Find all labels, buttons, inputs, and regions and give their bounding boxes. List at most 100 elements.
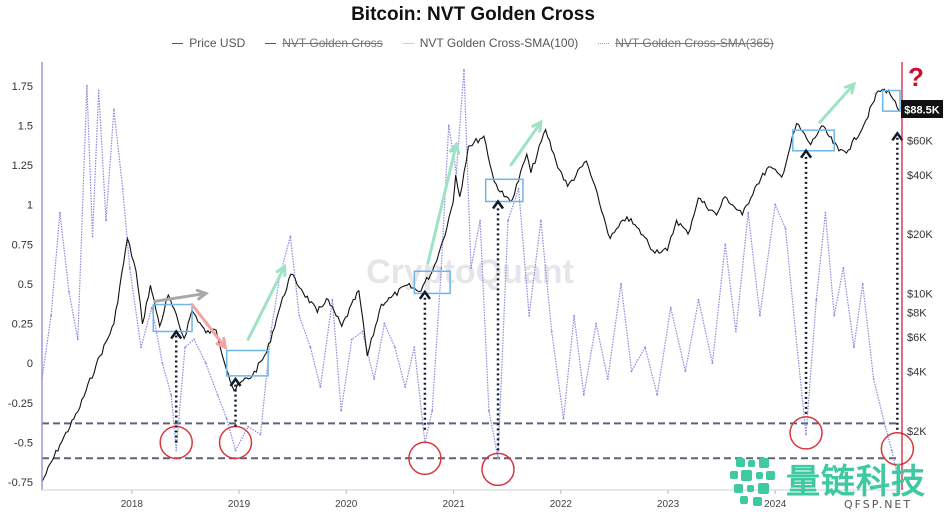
right-tick-label: $60K	[907, 135, 933, 147]
nvt-point	[59, 211, 61, 214]
highlight-box	[225, 349, 269, 377]
green-trend-arrow-head	[275, 263, 287, 277]
nvt-point	[479, 219, 482, 222]
right-tick-label: $20K	[907, 229, 933, 241]
nvt-point	[488, 409, 490, 412]
nvt-point	[517, 187, 520, 190]
legend-item-price[interactable]: Price USD	[172, 36, 245, 50]
nvt-point	[175, 449, 178, 452]
nvt-point	[747, 211, 750, 214]
left-tick-label: 0	[27, 358, 33, 370]
left-tick-label: -0.5	[14, 437, 33, 449]
nvt-point	[669, 306, 672, 309]
nvt-point	[105, 219, 107, 222]
nvt-point	[447, 124, 450, 127]
nvt-point	[404, 386, 407, 388]
x-tick-label: 2023	[657, 499, 680, 510]
nvt-point	[861, 283, 864, 285]
bottom-circle-marker	[880, 432, 915, 466]
green-trend-arrow	[246, 264, 287, 341]
nvt-point	[620, 283, 622, 285]
highlight-box	[152, 303, 193, 333]
chart-title: Bitcoin: NVT Golden Cross	[351, 4, 595, 25]
nvt-point	[794, 330, 797, 333]
grey-trend-arrow	[153, 291, 208, 303]
nvt-point	[734, 330, 737, 333]
nvt-point	[440, 267, 443, 269]
nvt-point	[298, 314, 301, 317]
up-arrow-head	[891, 131, 904, 142]
watermark: CryptoQuant	[366, 253, 574, 291]
nvt-point	[833, 314, 836, 317]
nvt-point	[91, 235, 94, 238]
left-tick-label: 1	[27, 200, 33, 212]
nvt-point	[852, 346, 855, 349]
x-tick-label: 2020	[335, 499, 358, 510]
nvt-point	[656, 393, 659, 396]
red-trend-arrow-head	[215, 336, 228, 350]
nvt-point	[247, 425, 250, 428]
legend-swatch-nvt-sma100	[402, 42, 414, 44]
nvt-point	[270, 330, 272, 333]
right-tick-label: $10K	[907, 288, 933, 300]
brand-logo: 量链科技 QFSP.NET	[726, 452, 946, 514]
nvt-point	[289, 235, 292, 238]
nvt-point	[630, 370, 633, 373]
highlight-box	[881, 89, 901, 112]
nvt-point	[805, 433, 807, 436]
nvt-point	[606, 378, 609, 380]
legend-item-nvt-sma100[interactable]: NVT Golden Cross-SMA(100)	[402, 36, 579, 50]
highlight-box	[484, 178, 524, 203]
nvt-point	[331, 298, 334, 301]
nvt-point	[309, 346, 312, 349]
green-trend-arrow-head	[531, 119, 543, 133]
left-tick-label: 1.5	[18, 120, 33, 132]
nvt-point	[86, 84, 88, 87]
left-tick-label: 0.75	[12, 239, 33, 251]
green-trend-arrow-head	[843, 81, 856, 95]
nvt-point	[113, 108, 115, 111]
nvt-point	[97, 89, 100, 92]
price-line	[41, 88, 901, 483]
nvt-point	[68, 290, 70, 293]
nvt-point	[595, 322, 597, 325]
nvt-point	[711, 362, 714, 365]
nvt-point	[562, 417, 565, 420]
legend: Price USD NVT Golden Cross NVT Golden Cr…	[0, 36, 946, 50]
bottom-circle-marker	[218, 425, 253, 460]
nvt-point	[373, 378, 376, 380]
nvt-point	[784, 227, 787, 230]
nvt-point	[890, 449, 893, 452]
nvt-point	[573, 314, 575, 317]
red-trend-arrow	[190, 303, 227, 349]
nvt-point	[539, 219, 542, 222]
left-tick-label: -0.25	[8, 398, 33, 410]
nvt-point	[184, 346, 186, 349]
x-tick-label: 2019	[228, 499, 251, 510]
legend-item-nvt[interactable]: NVT Golden Cross	[265, 36, 383, 50]
legend-swatch-nvt-sma365	[598, 42, 610, 44]
nvt-point	[150, 306, 153, 309]
nvt-point	[497, 457, 499, 460]
nvt-point	[350, 338, 353, 341]
legend-label: NVT Golden Cross-SMA(100)	[419, 36, 579, 50]
green-trend-arrow	[426, 142, 458, 265]
price-badge: $88.5K	[904, 105, 940, 117]
green-trend-arrow-head	[448, 141, 461, 155]
price-badge-bg	[901, 100, 943, 118]
nvt-point	[824, 211, 827, 214]
green-trend-arrow	[509, 120, 543, 167]
up-arrow-head	[491, 199, 505, 210]
left-tick-label: 0.5	[18, 279, 33, 291]
legend-label: Price USD	[189, 36, 246, 50]
legend-item-nvt-sma365[interactable]: NVT Golden Cross-SMA(365)	[598, 36, 774, 50]
nvt-point	[455, 172, 458, 174]
legend-label: NVT Golden Cross-SMA(365)	[615, 36, 774, 50]
left-tick-label: -0.75	[8, 477, 33, 489]
nvt-point	[234, 449, 237, 452]
nvt-point	[319, 386, 322, 388]
nvt-point	[161, 362, 164, 365]
right-tick-label: $4K	[907, 367, 927, 379]
nvt-point	[394, 346, 396, 349]
